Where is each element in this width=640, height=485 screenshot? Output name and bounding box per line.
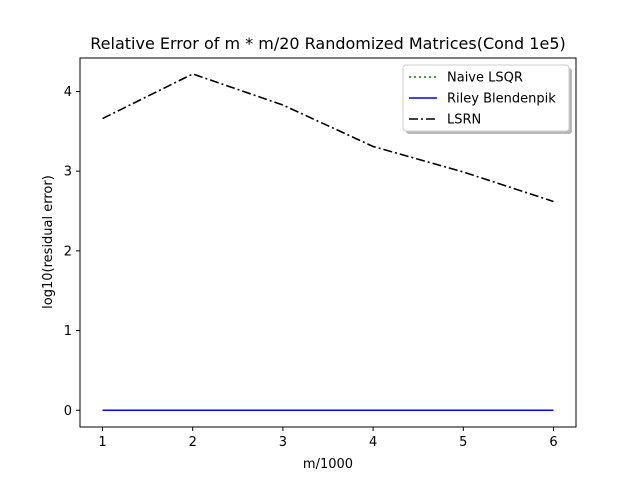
x-tick-label: 1 (98, 435, 106, 450)
y-tick-label: 2 (64, 244, 72, 259)
y-axis: 0 1 2 3 4 (64, 85, 80, 419)
series-line-lsrn (102, 73, 554, 203)
legend-label: LSRN (447, 113, 481, 128)
y-tick-label: 0 (64, 404, 72, 419)
x-axis: 1 2 3 4 5 6 (98, 427, 558, 450)
y-tick-label: 3 (64, 165, 72, 180)
plot-area (102, 73, 554, 412)
y-axis-label: log10(residual error) (41, 175, 56, 309)
y-tick-label: 4 (64, 85, 72, 100)
x-tick-label: 6 (549, 435, 557, 450)
x-axis-label: m/1000 (303, 457, 353, 472)
x-tick-label: 5 (459, 435, 467, 450)
legend-label: Riley Blendenpik (447, 92, 556, 107)
chart-title: Relative Error of m * m/20 Randomized Ma… (90, 34, 565, 53)
x-tick-label: 2 (189, 435, 197, 450)
legend: Naive LSQR Riley Blendenpik LSRN (402, 64, 572, 134)
x-tick-label: 3 (279, 435, 287, 450)
x-tick-label: 4 (369, 435, 377, 450)
legend-box (402, 64, 570, 132)
y-tick-label: 1 (64, 324, 72, 339)
legend-label: Naive LSQR (447, 71, 523, 86)
axes-frame (79, 57, 577, 428)
